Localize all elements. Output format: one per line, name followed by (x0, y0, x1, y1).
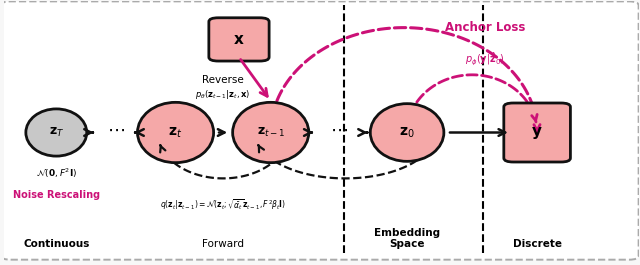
Text: Forward: Forward (202, 239, 244, 249)
Text: $\mathbf{z}_0$: $\mathbf{z}_0$ (399, 125, 415, 140)
Ellipse shape (138, 102, 214, 163)
Text: $p_\theta(\mathbf{z}_{t-1}|\mathbf{z}_t, \mathbf{x})$: $p_\theta(\mathbf{z}_{t-1}|\mathbf{z}_t,… (195, 88, 251, 101)
Ellipse shape (371, 104, 444, 161)
Text: Reverse: Reverse (202, 75, 244, 85)
Text: $\mathbf{z}_{t-1}$: $\mathbf{z}_{t-1}$ (257, 126, 285, 139)
Text: $p_\phi(\mathbf{y}|\hat{\mathbf{z}}_0)$: $p_\phi(\mathbf{y}|\hat{\mathbf{z}}_0)$ (465, 51, 505, 67)
Text: $\mathbf{y}$: $\mathbf{y}$ (531, 125, 543, 140)
Text: Noise Rescaling: Noise Rescaling (13, 190, 100, 200)
Text: $\mathbf{z}_T$: $\mathbf{z}_T$ (49, 126, 64, 139)
FancyBboxPatch shape (209, 18, 269, 61)
Text: Discrete: Discrete (513, 239, 562, 249)
Text: Embedding
Space: Embedding Space (374, 228, 440, 249)
FancyBboxPatch shape (1, 1, 639, 260)
Ellipse shape (26, 109, 87, 156)
Text: $\mathbf{z}_t$: $\mathbf{z}_t$ (168, 125, 182, 140)
Text: Anchor Loss: Anchor Loss (445, 21, 525, 34)
Text: $\cdots$: $\cdots$ (330, 121, 348, 139)
Text: Continuous: Continuous (23, 239, 90, 249)
Text: $q(\mathbf{z}_t|\mathbf{z}_{t-1}) = \mathcal{N}(\mathbf{z}_t; \sqrt{\bar{\alpha}: $q(\mathbf{z}_t|\mathbf{z}_{t-1}) = \mat… (160, 197, 286, 212)
Text: $\mathbf{x}$: $\mathbf{x}$ (233, 32, 244, 47)
Text: $\cdots$: $\cdots$ (107, 121, 125, 139)
FancyBboxPatch shape (504, 103, 570, 162)
Ellipse shape (232, 102, 308, 163)
Text: $\mathcal{N}(\mathbf{0}, F^2\mathbf{I})$: $\mathcal{N}(\mathbf{0}, F^2\mathbf{I})$ (36, 167, 77, 180)
